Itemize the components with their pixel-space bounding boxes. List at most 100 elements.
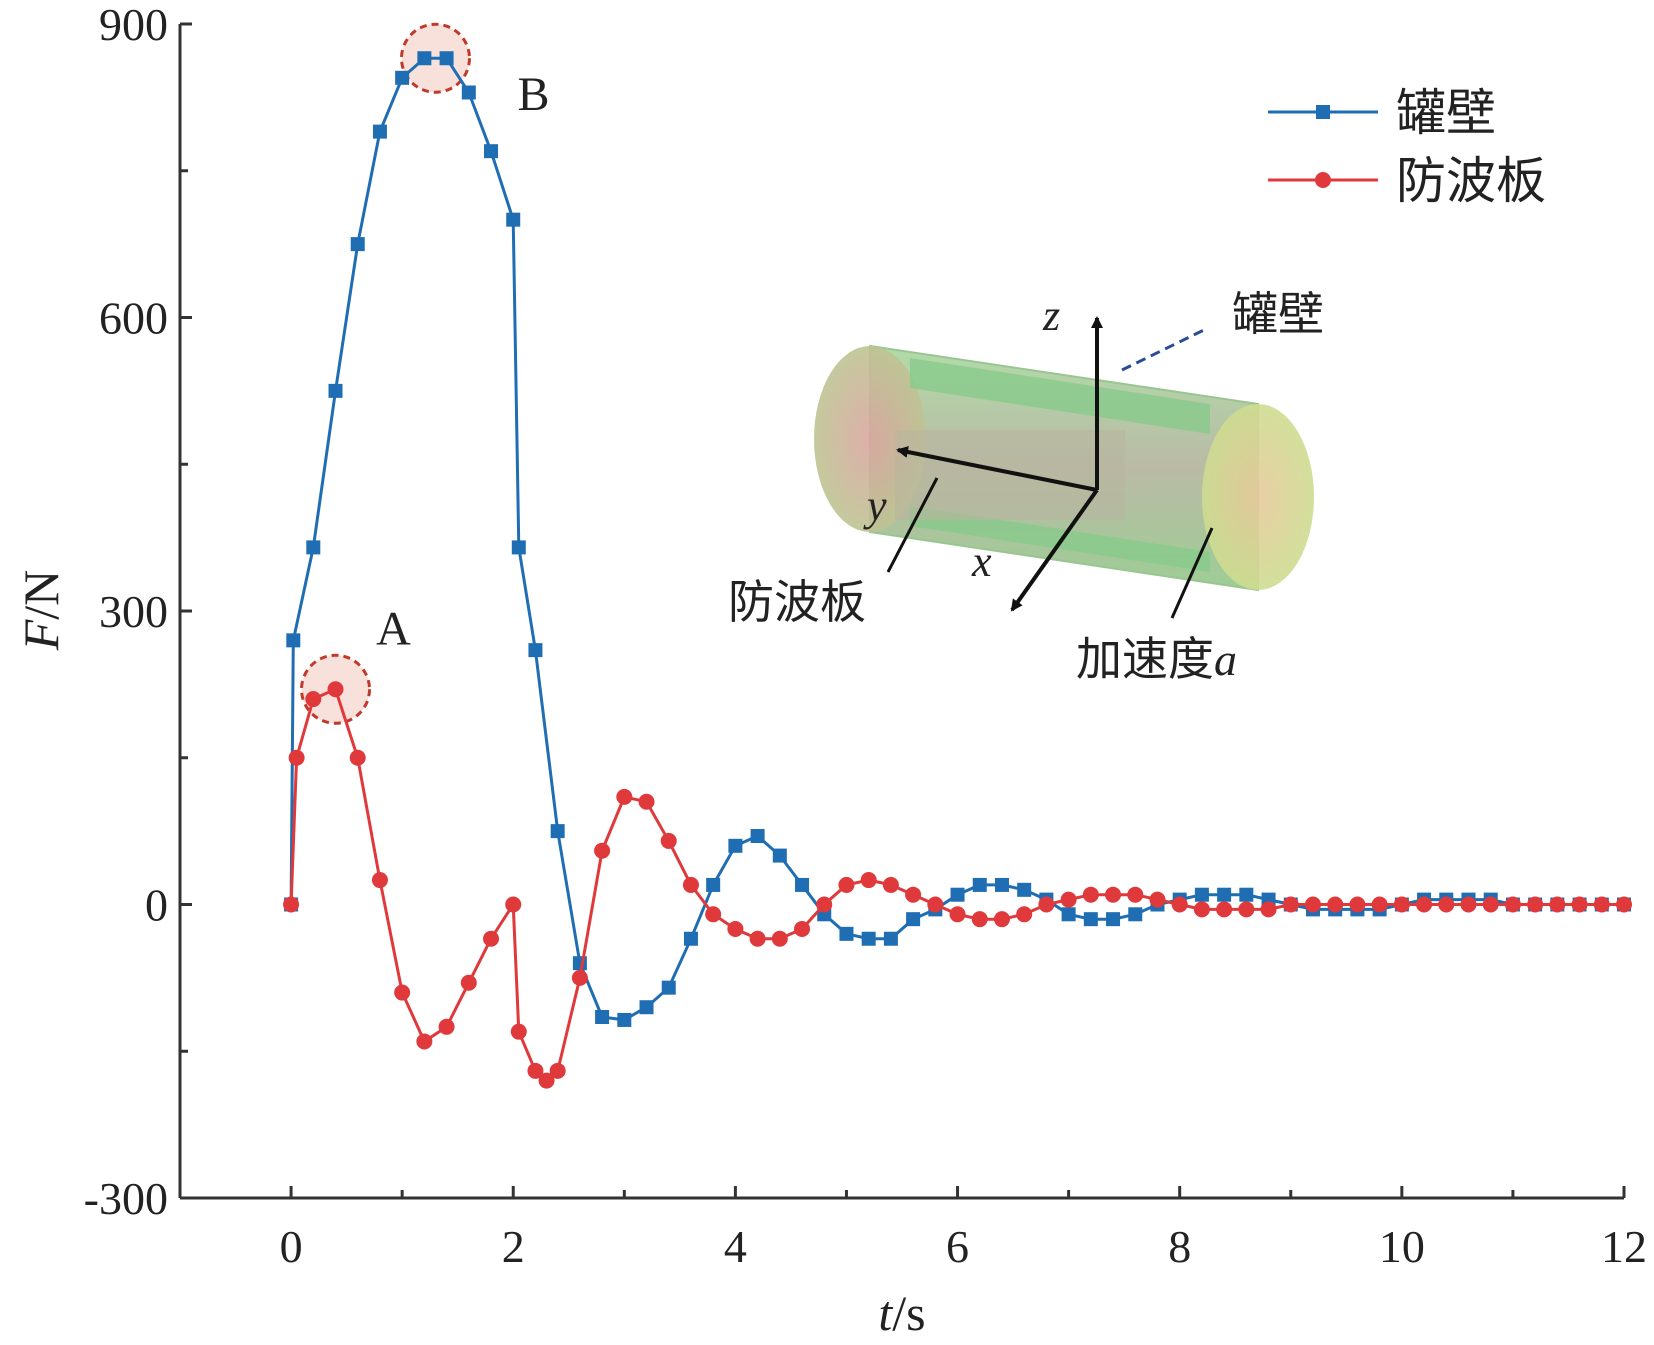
data-point xyxy=(1106,912,1121,927)
x-tick-label: 6 xyxy=(946,1221,969,1272)
data-point xyxy=(550,824,565,839)
data-point xyxy=(638,793,655,810)
data-point xyxy=(460,974,477,991)
data-point xyxy=(816,896,833,913)
x-tick-label: 8 xyxy=(1168,1221,1191,1272)
leader-line-wall xyxy=(1121,326,1209,372)
data-point xyxy=(839,926,854,941)
data-point xyxy=(527,1062,544,1079)
data-point xyxy=(1460,896,1477,913)
baffle-plate-band-top xyxy=(910,358,1210,434)
data-point xyxy=(682,876,699,893)
data-point xyxy=(1194,887,1209,902)
data-point xyxy=(972,877,987,892)
axis-letter-z: z xyxy=(1042,291,1060,340)
data-point xyxy=(1217,887,1232,902)
data-point xyxy=(1593,896,1610,913)
inset-label-baffle: 防波板 xyxy=(728,575,866,629)
axis-arrow-x xyxy=(1010,488,1099,612)
data-point xyxy=(728,838,743,853)
y-axis-title: F/N xyxy=(13,570,69,652)
data-point xyxy=(571,969,588,986)
data-point xyxy=(1482,896,1499,913)
annotation-label: B xyxy=(517,68,549,121)
data-point xyxy=(394,984,411,1001)
data-point xyxy=(511,540,526,555)
data-point xyxy=(1149,891,1166,908)
y-tick-label: 0 xyxy=(145,880,168,931)
data-point xyxy=(306,540,321,555)
data-point xyxy=(971,911,988,928)
data-point xyxy=(794,920,811,937)
data-point xyxy=(661,980,676,995)
data-point xyxy=(639,1000,654,1015)
data-point xyxy=(1238,901,1255,918)
data-point xyxy=(994,877,1009,892)
tank-illustration: z y x 罐壁 防波板 加速度a xyxy=(728,287,1324,686)
x-tick-label: 2 xyxy=(502,1221,525,1272)
peak-annotations: AB xyxy=(376,68,549,655)
leader-line-baffle xyxy=(886,477,939,573)
data-point xyxy=(1393,896,1410,913)
data-point xyxy=(1083,912,1098,927)
data-point xyxy=(838,876,855,893)
data-point xyxy=(1282,896,1299,913)
data-point xyxy=(1082,886,1099,903)
data-point xyxy=(1061,907,1076,922)
legend-item: 罐壁 xyxy=(1268,84,1496,142)
data-point xyxy=(860,872,877,889)
data-point xyxy=(1349,896,1366,913)
data-point xyxy=(1616,896,1632,913)
y-tick-label: 900 xyxy=(99,0,168,50)
data-point xyxy=(328,383,343,398)
leader-line-accel xyxy=(1170,527,1214,619)
data-point xyxy=(286,633,301,648)
y-tick-label: 600 xyxy=(99,293,168,344)
data-point xyxy=(1304,896,1321,913)
data-point xyxy=(327,681,344,698)
legend-label: 防波板 xyxy=(1396,152,1546,210)
data-point xyxy=(616,788,633,805)
data-point xyxy=(861,931,876,946)
data-point xyxy=(1549,896,1566,913)
data-point xyxy=(1371,896,1388,913)
data-point xyxy=(1216,901,1233,918)
data-point xyxy=(1171,896,1188,913)
axis-ticks xyxy=(180,22,1626,1200)
data-point xyxy=(683,931,698,946)
data-point xyxy=(350,237,365,252)
data-point xyxy=(594,842,611,859)
data-point xyxy=(371,872,388,889)
axis-letter-y: y xyxy=(863,481,887,530)
inset-label-accel: 加速度a xyxy=(1076,632,1237,686)
data-point xyxy=(416,1033,433,1050)
data-point xyxy=(549,1062,566,1079)
x-tick-label: 0 xyxy=(280,1221,303,1272)
data-point xyxy=(771,930,788,947)
data-point xyxy=(1504,896,1521,913)
axis-letter-x: x xyxy=(971,537,992,586)
data-point xyxy=(1571,896,1588,913)
data-point xyxy=(1327,896,1344,913)
data-point xyxy=(1416,896,1433,913)
data-point xyxy=(1105,886,1122,903)
tank-cap-right xyxy=(1202,404,1314,590)
legend-marker xyxy=(1316,105,1330,119)
series-group xyxy=(283,681,1632,1089)
data-point xyxy=(882,876,899,893)
data-point xyxy=(1527,896,1544,913)
data-point xyxy=(288,749,305,766)
data-point xyxy=(461,85,476,100)
data-point xyxy=(439,51,454,66)
data-point xyxy=(372,124,387,139)
data-point xyxy=(1128,907,1143,922)
series-line xyxy=(289,687,1624,1083)
data-point xyxy=(528,643,543,658)
data-point xyxy=(1260,901,1277,918)
data-point xyxy=(950,887,965,902)
data-point xyxy=(506,212,521,227)
data-point xyxy=(1060,891,1077,908)
data-point xyxy=(660,832,677,849)
data-point xyxy=(949,906,966,923)
